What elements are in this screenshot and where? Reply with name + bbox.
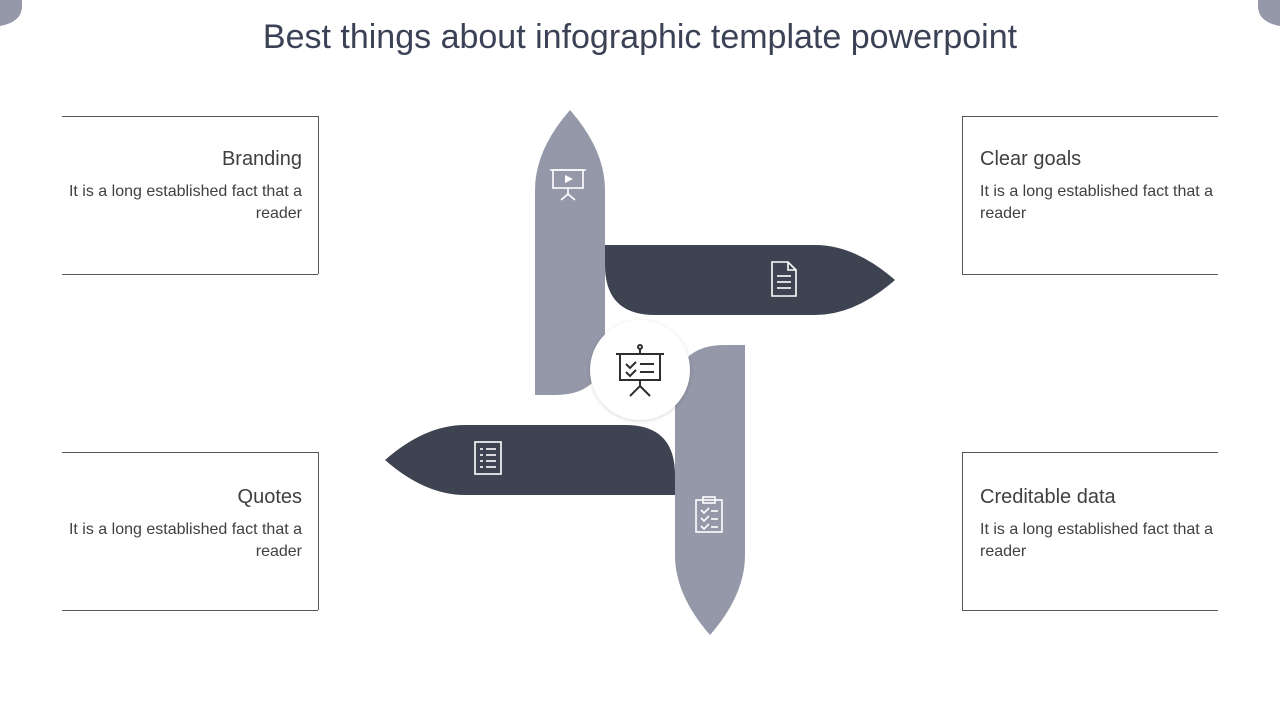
section-heading: Branding bbox=[62, 148, 302, 171]
section-desc: It is a long established fact that a rea… bbox=[980, 519, 1220, 562]
frame-line bbox=[62, 452, 318, 453]
section-heading: Clear goals bbox=[980, 148, 1220, 171]
section-creditable-data: Creditable data It is a long established… bbox=[980, 486, 1220, 562]
section-heading: Creditable data bbox=[980, 486, 1220, 509]
frame-line bbox=[318, 452, 319, 610]
frame-line bbox=[962, 116, 963, 274]
frame-line bbox=[962, 274, 1218, 275]
section-desc: It is a long established fact that a rea… bbox=[62, 519, 302, 562]
frame-line bbox=[962, 116, 1218, 117]
frame-line bbox=[62, 610, 318, 611]
frame-line bbox=[962, 452, 963, 610]
presentation-check-icon bbox=[612, 342, 668, 398]
frame-line bbox=[962, 452, 1218, 453]
section-heading: Quotes bbox=[62, 486, 302, 509]
frame-line bbox=[318, 116, 319, 274]
center-hub bbox=[590, 320, 690, 420]
slide-container: { "title": { "text": "Best things about … bbox=[0, 0, 1280, 720]
section-desc: It is a long established fact that a rea… bbox=[62, 181, 302, 224]
frame-line bbox=[962, 610, 1218, 611]
section-branding: Branding It is a long established fact t… bbox=[62, 148, 302, 224]
arrow-left bbox=[385, 425, 675, 495]
frame-line bbox=[62, 116, 318, 117]
section-quotes: Quotes It is a long established fact tha… bbox=[62, 486, 302, 562]
section-desc: It is a long established fact that a rea… bbox=[980, 181, 1220, 224]
section-clear-goals: Clear goals It is a long established fac… bbox=[980, 148, 1220, 224]
frame-line bbox=[62, 274, 318, 275]
arrow-right bbox=[605, 245, 895, 315]
